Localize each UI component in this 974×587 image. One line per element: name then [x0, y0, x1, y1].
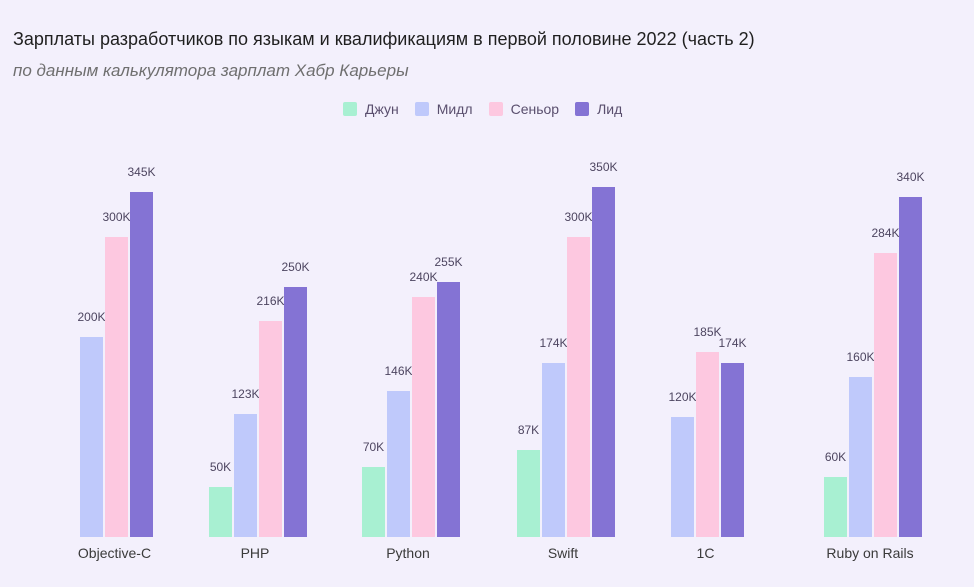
bar-swift-lead[interactable]: [592, 187, 615, 537]
data-label-python-lead: 255K: [434, 255, 462, 269]
legend-item-middle[interactable]: Мидл: [414, 101, 473, 117]
bar-python-lead[interactable]: [437, 282, 460, 537]
bar-php-middle[interactable]: [234, 414, 257, 537]
bar-ruby-on-rails-middle[interactable]: [849, 377, 872, 537]
bar-ruby-on-rails-junior[interactable]: [824, 477, 847, 537]
bar-python-junior[interactable]: [362, 467, 385, 537]
legend-swatch-junior: [343, 102, 357, 116]
data-label-objective-c-senior: 300K: [102, 210, 130, 224]
data-label-objective-c-lead: 345K: [127, 165, 155, 179]
category-label-php: PHP: [241, 545, 270, 561]
chart-subtitle: по данным калькулятора зарплат Хабр Карь…: [13, 61, 409, 80]
bar-ruby-on-rails-lead[interactable]: [899, 197, 922, 537]
legend-label-middle: Мидл: [436, 101, 473, 117]
legend-swatch-lead: [575, 102, 590, 116]
category-label-ruby-on-rails: Ruby on Rails: [826, 545, 913, 561]
data-label-objective-c-middle: 200K: [77, 310, 105, 324]
data-label-swift-middle: 174K: [539, 336, 567, 350]
bar-objective-c-middle[interactable]: [80, 337, 103, 537]
category-label-objective-c: Objective-C: [78, 545, 151, 561]
data-label-php-junior: 50K: [210, 460, 231, 474]
data-label-ruby-on-rails-junior: 60K: [825, 450, 846, 464]
data-label-swift-junior: 87K: [518, 423, 539, 437]
legend-swatch-senior: [488, 102, 503, 116]
data-label-php-senior: 216K: [256, 294, 284, 308]
category-label-1c: 1C: [697, 545, 715, 561]
legend-item-senior[interactable]: Сеньор: [488, 101, 560, 117]
bar-python-middle[interactable]: [387, 391, 410, 537]
data-label-ruby-on-rails-senior: 284K: [871, 226, 899, 240]
data-label-ruby-on-rails-lead: 340K: [896, 170, 924, 184]
data-label-1c-lead: 174K: [718, 336, 746, 350]
bar-objective-c-lead[interactable]: [130, 192, 153, 537]
bar-1c-senior[interactable]: [696, 352, 719, 537]
data-label-swift-senior: 300K: [564, 210, 592, 224]
bar-objective-c-senior[interactable]: [105, 237, 128, 537]
data-label-python-junior: 70K: [363, 440, 384, 454]
bar-1c-lead[interactable]: [721, 363, 744, 537]
category-label-python: Python: [386, 545, 430, 561]
bar-swift-senior[interactable]: [567, 237, 590, 537]
bar-php-lead[interactable]: [284, 287, 307, 537]
legend-label-junior: Джун: [365, 101, 399, 117]
bar-swift-junior[interactable]: [517, 450, 540, 537]
legend-item-junior[interactable]: Джун: [343, 101, 399, 117]
legend-label-lead: Лид: [597, 101, 623, 117]
data-label-1c-senior: 185K: [693, 325, 721, 339]
legend-label-senior: Сеньор: [510, 101, 560, 117]
bar-ruby-on-rails-senior[interactable]: [874, 253, 897, 537]
data-label-ruby-on-rails-middle: 160K: [846, 350, 874, 364]
data-label-python-senior: 240K: [409, 270, 437, 284]
chart-legend: Джун Мидл Сеньор Лид: [343, 101, 638, 117]
data-label-php-lead: 250K: [281, 260, 309, 274]
legend-item-lead[interactable]: Лид: [575, 101, 622, 117]
data-label-php-middle: 123K: [231, 387, 259, 401]
bar-php-senior[interactable]: [259, 321, 282, 537]
bar-python-senior[interactable]: [412, 297, 435, 537]
data-label-swift-lead: 350K: [589, 160, 617, 174]
bar-php-junior[interactable]: [209, 487, 232, 537]
legend-swatch-middle: [414, 102, 429, 116]
bar-swift-middle[interactable]: [542, 363, 565, 537]
bar-1c-middle[interactable]: [671, 417, 694, 537]
data-label-python-middle: 146K: [384, 364, 412, 378]
chart-title: Зарплаты разработчиков по языкам и квали…: [13, 29, 755, 49]
data-label-1c-middle: 120K: [668, 390, 696, 404]
category-label-swift: Swift: [548, 545, 578, 561]
